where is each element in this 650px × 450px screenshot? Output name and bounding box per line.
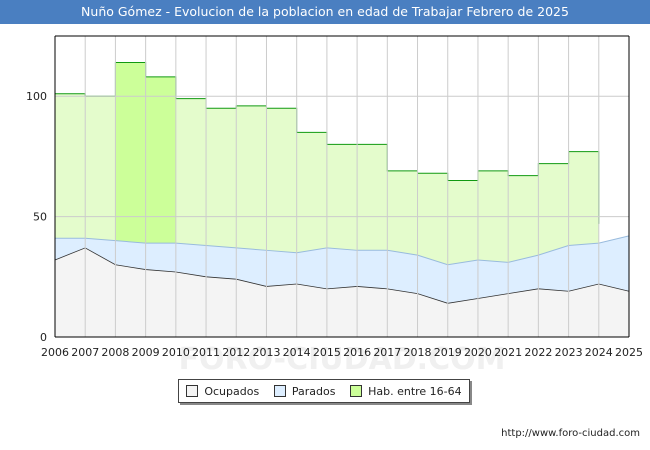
x-tick-label-2016: 2016 [343, 346, 371, 359]
x-tick-label-2011: 2011 [192, 346, 220, 359]
x-tick-label-2010: 2010 [162, 346, 190, 359]
x-tick-label-2007: 2007 [71, 346, 99, 359]
y-tick-label-0: 0 [40, 331, 47, 344]
series-parados-line [55, 235, 630, 266]
x-tick-label-2017: 2017 [373, 346, 401, 359]
legend-label-parados: Parados [291, 384, 336, 398]
y-tick-label-100: 100 [26, 90, 47, 103]
legend-swatch-hab [350, 385, 363, 397]
y-tick-label-50: 50 [33, 211, 47, 224]
x-tick-label-2018: 2018 [404, 346, 432, 359]
series-ocupados-line [54, 247, 630, 304]
legend-swatch-parados [273, 385, 286, 397]
chart-title: Nuño Gómez - Evolucion de la poblacion e… [0, 0, 650, 24]
legend: Ocupados Parados Hab. entre 16-64 [178, 379, 470, 403]
legend-swatch-ocupados [186, 385, 199, 397]
x-tick-label-2008: 2008 [101, 346, 129, 359]
x-tick-label-2020: 2020 [464, 346, 492, 359]
x-tick-label-2025: 2025 [615, 346, 643, 359]
x-tick-label-2014: 2014 [283, 346, 311, 359]
x-tick-label-2019: 2019 [434, 346, 462, 359]
x-tick-label-2015: 2015 [313, 346, 341, 359]
legend-item-parados: Parados [273, 384, 336, 398]
x-tick-label-2021: 2021 [494, 346, 522, 359]
x-tick-label-2022: 2022 [524, 346, 552, 359]
x-tick-label-2024: 2024 [585, 346, 613, 359]
watermark: FORO-CIUDAD.COM [179, 342, 506, 377]
x-tick-label-2006: 2006 [41, 346, 69, 359]
x-tick-label-2013: 2013 [252, 346, 280, 359]
series-ocupados-area [55, 247, 629, 337]
x-tick-label-2009: 2009 [132, 346, 160, 359]
x-tick-label-2023: 2023 [555, 346, 583, 359]
footer-url[interactable]: http://www.foro-ciudad.com [501, 428, 640, 439]
legend-item-ocupados: Ocupados [186, 385, 259, 398]
legend-label-ocupados: Ocupados [204, 384, 260, 398]
legend-label-hab: Hab. entre 16-64 [368, 384, 462, 398]
legend-item-hab: Hab. entre 16-64 [350, 385, 462, 398]
x-tick-label-2012: 2012 [222, 346, 250, 359]
